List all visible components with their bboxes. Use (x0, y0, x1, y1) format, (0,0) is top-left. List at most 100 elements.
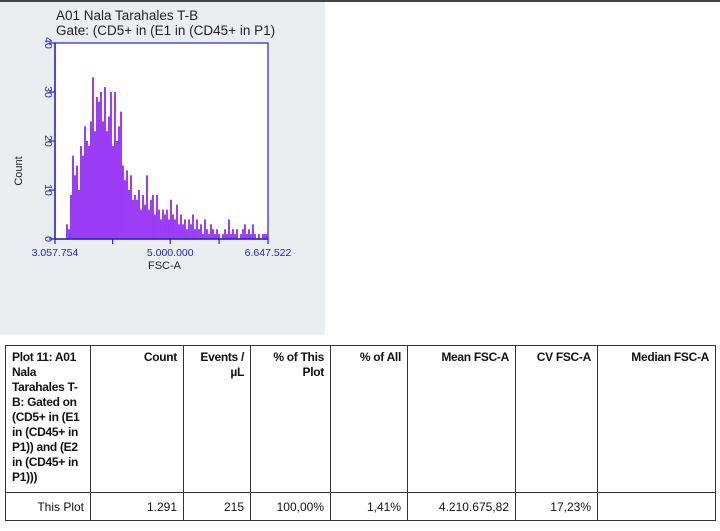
histogram-bar (95, 96, 98, 240)
cell-cv-fsc: 17,23% (515, 492, 598, 521)
histogram-bar (111, 145, 114, 239)
histogram-bar (197, 229, 200, 239)
histogram-bar (175, 204, 178, 239)
histogram-bar (153, 214, 156, 239)
y-tick-label: 20 (42, 135, 54, 147)
histogram-bar (161, 209, 164, 239)
header-median-fsc: Median FSC-A (597, 345, 716, 493)
x-tick-label: 5.000.000 (147, 247, 194, 259)
header-cv-fsc: CV FSC-A (515, 345, 598, 493)
histogram-bar (207, 234, 210, 239)
histogram-bar (155, 194, 158, 239)
histogram-bar (209, 224, 212, 239)
histogram-bar (257, 234, 260, 239)
histogram-bar (93, 131, 96, 239)
y-tick-label: 40 (42, 37, 54, 49)
histogram-bar (119, 111, 122, 239)
histogram-bar (143, 204, 146, 239)
histogram-bar (187, 219, 190, 239)
y-tick-label: 0 (42, 236, 54, 242)
header-events-per-ul: Events / µL (183, 345, 251, 493)
histogram-bar (189, 224, 192, 239)
plot-title: A01 Nala Tarahales T-B Gate: (CD5+ in (E… (56, 8, 275, 38)
histogram-bar (91, 77, 94, 239)
histogram-bar (79, 145, 82, 239)
histogram-bar (217, 234, 220, 239)
histogram-bar (117, 126, 120, 239)
y-axis-label: Count (13, 156, 25, 185)
histogram-bar (105, 131, 108, 239)
histogram-bar (115, 141, 118, 239)
histogram-bar (133, 194, 136, 239)
histogram-bar (249, 234, 252, 239)
histogram-bar (177, 224, 180, 239)
histogram-bar (99, 92, 102, 239)
x-axis-label: FSC-A (148, 260, 182, 272)
histogram-bar (139, 209, 142, 239)
cell-mean-fsc: 4.210.675,82 (407, 492, 516, 521)
histogram-bar (201, 234, 204, 239)
histogram-bar (123, 180, 126, 239)
header-count: Count (90, 345, 184, 493)
histogram-bar (69, 194, 72, 239)
table-header-row: Plot 11: A01 Nala Tarahales T-B: Gated o… (5, 345, 716, 493)
histogram-bar (137, 190, 140, 239)
histogram-bar (241, 229, 244, 239)
histogram-bar (239, 234, 242, 239)
histogram-bar (195, 219, 198, 239)
cell-pct-all: 1,41% (330, 492, 408, 521)
x-tick-label: 3.057.754 (32, 247, 79, 259)
header-plot: Plot 11: A01 Nala Tarahales T-B: Gated o… (5, 345, 91, 493)
histogram-bar (157, 209, 160, 239)
histogram-bar (135, 199, 138, 239)
histogram-bar (67, 229, 70, 239)
histogram-bar (141, 194, 144, 239)
histogram-bar (129, 175, 132, 239)
histogram-bar (97, 101, 100, 239)
histogram-bar (179, 214, 182, 239)
histogram-bar (85, 141, 88, 239)
histogram-bar (171, 214, 174, 239)
histogram-bar (261, 234, 264, 239)
histogram-bar (235, 229, 238, 239)
cell-pct-this-plot: 100,00% (250, 492, 331, 521)
histogram-bar (163, 214, 166, 239)
top-border (0, 0, 720, 2)
histogram-bar (77, 190, 80, 239)
histogram-bar (233, 234, 236, 239)
histogram-bar (205, 229, 208, 239)
histogram-bar (265, 234, 268, 239)
histogram-panel: A01 Nala Tarahales T-B Gate: (CD5+ in (E… (0, 2, 325, 335)
cell-plot: This Plot (5, 492, 91, 521)
histogram-bar (247, 229, 250, 239)
histogram-bar (83, 126, 86, 239)
y-tick-label: 30 (42, 86, 54, 98)
statistics-table: Plot 11: A01 Nala Tarahales T-B: Gated o… (5, 345, 716, 521)
histogram-bar (113, 92, 116, 239)
histogram-bar (159, 219, 162, 239)
histogram-bar (245, 234, 248, 239)
histogram-bar (107, 116, 110, 239)
histogram-bar (215, 229, 218, 239)
histogram-bar (125, 170, 128, 239)
histogram-bar (151, 194, 154, 239)
header-mean-fsc: Mean FSC-A (407, 345, 516, 493)
histogram-bar (193, 229, 196, 239)
histogram-bar (229, 234, 232, 239)
histogram-bar (71, 155, 74, 239)
plot-gate-line: Gate: (CD5+ in (E1 in (CD45+ in P1) (56, 23, 276, 38)
histogram-bar (181, 224, 184, 239)
histogram-bar (121, 165, 124, 239)
histogram-bar (73, 175, 76, 239)
histogram-bar (263, 234, 266, 239)
y-tick-label: 10 (42, 184, 54, 196)
histogram-bar (227, 219, 230, 239)
histogram-bar (169, 199, 172, 239)
x-tick-label: 6.647.522 (245, 247, 292, 259)
histogram-bar (127, 190, 130, 239)
histogram-bar (191, 214, 194, 239)
histogram-bar (225, 234, 228, 239)
histogram-bar (165, 209, 168, 239)
histogram-bar (211, 229, 214, 239)
histogram-bar (147, 209, 150, 239)
